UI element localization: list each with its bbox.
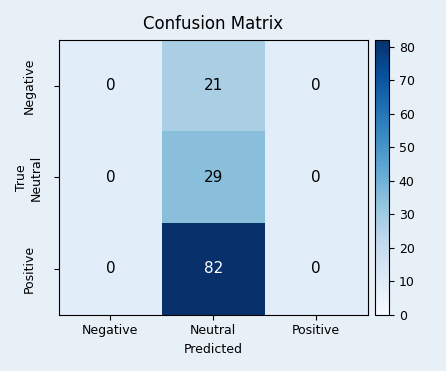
Text: 0: 0 <box>106 170 115 185</box>
Title: Confusion Matrix: Confusion Matrix <box>143 15 283 33</box>
Text: 21: 21 <box>204 78 223 93</box>
Text: 0: 0 <box>311 262 321 276</box>
Text: 0: 0 <box>106 262 115 276</box>
Text: 29: 29 <box>204 170 223 185</box>
Text: 0: 0 <box>106 78 115 93</box>
X-axis label: Predicted: Predicted <box>184 343 243 356</box>
Text: 0: 0 <box>311 78 321 93</box>
Text: 0: 0 <box>311 170 321 185</box>
Text: 82: 82 <box>204 262 223 276</box>
